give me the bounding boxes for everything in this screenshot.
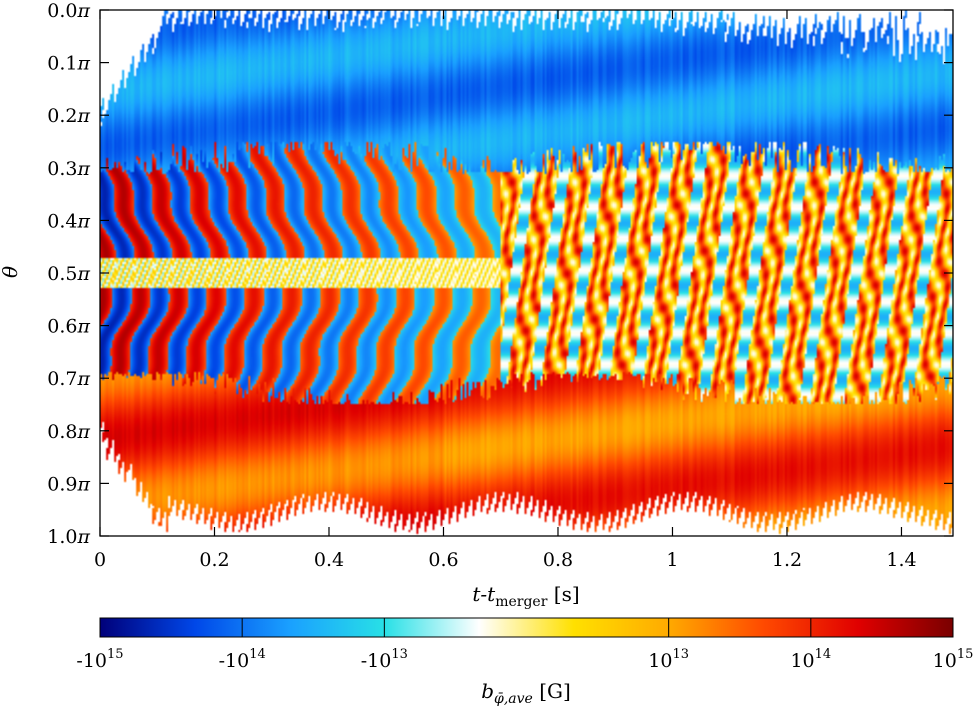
y-tick-label: 0.9π: [47, 473, 90, 495]
y-tick-label: 1.0π: [47, 526, 90, 548]
x-tick-label: 1.4: [886, 549, 916, 571]
x-axis-title: t-tmerger [s]: [472, 582, 579, 610]
heatmap: [100, 10, 953, 536]
colorbar-tick-label: 1015: [933, 647, 974, 672]
colorbar-tick-label: 1013: [648, 647, 689, 672]
x-tick-label: 1.2: [772, 549, 802, 571]
colorbar: [99, 617, 954, 638]
x-tick-label: 0.8: [543, 549, 573, 571]
y-tick-label: 0.1π: [47, 53, 90, 75]
y-tick-label: 0.8π: [47, 421, 90, 443]
y-tick-label: 0.4π: [47, 210, 90, 232]
heatmap-image: [100, 10, 953, 536]
colorbar-title: bφ̄,ave [G]: [481, 679, 571, 707]
colorbar-ticks: -1015 -1014 -1013 1013 1014 1015: [76, 618, 973, 672]
y-tick-label: 0.3π: [47, 158, 90, 180]
colorbar-tick-label: -1014: [219, 647, 266, 672]
x-tick-label: 0.6: [428, 549, 458, 571]
x-axis-ticks: 0 0.2 0.4 0.6 0.8 1 1.2 1.4: [94, 10, 917, 571]
y-tick-label: 0.6π: [47, 316, 90, 338]
y-tick-label: 0.7π: [47, 368, 90, 390]
colorbar-tick-label: -1015: [76, 647, 123, 672]
colorbar-tick-label: 1014: [790, 647, 831, 672]
y-axis-ticks: 0.0π 0.1π 0.2π 0.3π 0.4π 0.5π 0.6π 0.7π 0.8π 0.9π…: [47, 0, 953, 548]
y-tick-label: 0.5π: [47, 263, 90, 285]
y-tick-label: 0.2π: [47, 105, 90, 127]
x-tick-label: 0.2: [199, 549, 229, 571]
colorbar-tick-label: -1013: [361, 647, 408, 672]
x-tick-label: 0.4: [314, 549, 344, 571]
y-axis-title: θ: [0, 266, 22, 278]
x-tick-label: 1: [666, 549, 678, 571]
y-tick-label: 0.0π: [47, 0, 90, 22]
x-tick-label: 0: [94, 549, 106, 571]
